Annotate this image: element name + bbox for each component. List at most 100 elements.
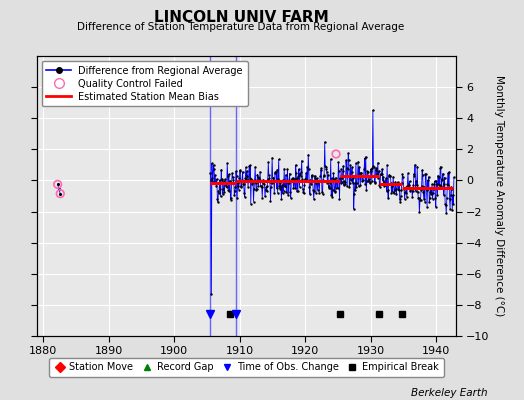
Point	[344, 150, 353, 156]
Point	[232, 173, 241, 180]
Point	[418, 183, 426, 190]
Point	[56, 190, 64, 197]
Point	[220, 178, 228, 184]
Point	[271, 169, 280, 176]
Point	[356, 170, 364, 177]
Point	[334, 159, 343, 166]
Point	[432, 178, 441, 184]
Point	[416, 197, 424, 204]
Point	[413, 164, 421, 170]
Point	[398, 180, 406, 186]
Point	[213, 196, 222, 202]
Point	[444, 182, 453, 188]
Point	[221, 176, 229, 182]
Point	[215, 190, 223, 196]
Point	[242, 164, 250, 170]
Point	[409, 182, 418, 188]
Point	[224, 173, 232, 179]
Point	[363, 168, 372, 174]
Point	[347, 177, 355, 183]
Point	[246, 162, 255, 169]
Point	[430, 186, 438, 192]
Point	[274, 176, 282, 182]
Point	[272, 185, 281, 192]
Point	[266, 198, 275, 204]
Point	[382, 175, 390, 182]
Point	[298, 158, 306, 164]
Point	[394, 186, 402, 192]
Point	[219, 191, 227, 197]
Point	[378, 166, 386, 172]
Point	[445, 196, 454, 202]
Point	[330, 176, 338, 182]
Point	[248, 177, 256, 184]
Point	[301, 176, 309, 182]
Point	[337, 166, 345, 172]
Point	[243, 172, 252, 179]
Point	[446, 206, 454, 212]
Point	[438, 177, 446, 184]
Point	[398, 171, 407, 178]
Point	[313, 186, 322, 193]
Point	[308, 172, 316, 178]
Point	[328, 194, 336, 200]
Point	[257, 183, 265, 190]
Point	[395, 187, 403, 194]
Point	[275, 156, 283, 162]
Point	[436, 165, 444, 171]
Point	[402, 184, 410, 190]
Point	[339, 168, 347, 175]
Point	[219, 186, 227, 192]
Point	[442, 210, 451, 217]
Point	[230, 180, 238, 186]
Point	[352, 184, 361, 190]
Point	[411, 188, 420, 194]
Point	[225, 171, 233, 178]
Point	[265, 174, 274, 181]
Point	[405, 183, 413, 190]
Point	[280, 166, 288, 172]
Point	[449, 192, 457, 198]
Point	[400, 186, 408, 192]
Point	[210, 166, 219, 172]
Point	[405, 182, 413, 188]
Point	[333, 178, 342, 184]
Point	[320, 172, 329, 178]
Point	[425, 199, 433, 205]
Point	[336, 175, 344, 182]
Point	[309, 187, 318, 193]
Point	[303, 164, 311, 170]
Point	[250, 186, 258, 192]
Point	[383, 162, 391, 169]
Point	[300, 190, 308, 196]
Point	[357, 170, 365, 177]
Point	[413, 188, 422, 195]
Point	[354, 183, 363, 190]
Point	[385, 172, 394, 178]
Point	[423, 203, 431, 210]
Point	[370, 164, 378, 170]
Point	[364, 178, 373, 184]
Point	[442, 202, 450, 208]
Point	[233, 195, 241, 201]
Point	[380, 178, 389, 185]
Point	[297, 169, 305, 175]
Point	[368, 178, 376, 184]
Point	[441, 201, 450, 207]
Point	[358, 178, 366, 184]
Point	[267, 179, 276, 186]
Point	[399, 174, 407, 180]
Point	[215, 177, 224, 183]
Point	[228, 174, 237, 180]
Point	[355, 164, 363, 170]
Point	[290, 178, 298, 184]
Point	[208, 160, 216, 166]
Point	[319, 176, 328, 183]
Point	[296, 170, 304, 177]
Point	[341, 180, 350, 187]
Point	[439, 170, 447, 177]
Point	[359, 176, 367, 183]
Point	[427, 191, 435, 197]
Point	[322, 166, 331, 172]
Point	[312, 190, 320, 196]
